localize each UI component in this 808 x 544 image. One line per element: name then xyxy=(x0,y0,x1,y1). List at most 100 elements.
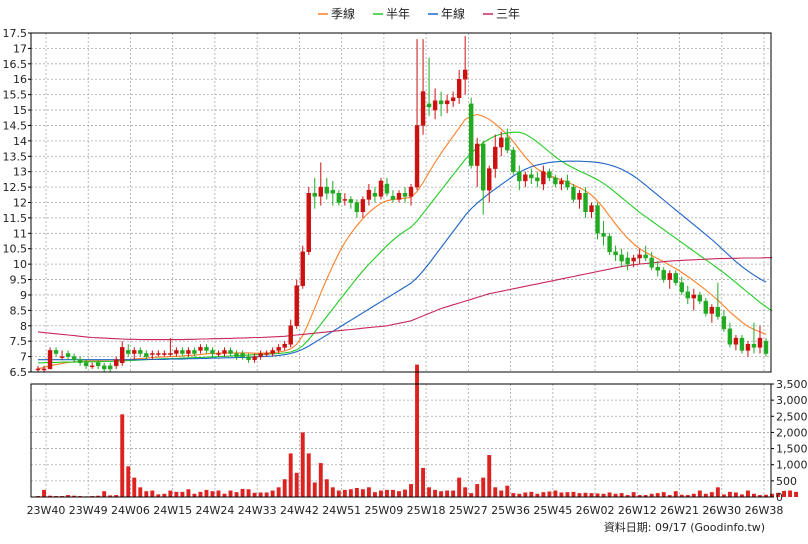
x-tick-label: 26W21 xyxy=(660,504,699,517)
volume-bar xyxy=(126,466,131,497)
volume-bar xyxy=(258,492,263,497)
volume-bar xyxy=(505,485,510,497)
candle-body xyxy=(168,353,173,355)
candle-body xyxy=(631,257,636,262)
price-tick-label: 7.5 xyxy=(10,335,28,348)
volume-bar xyxy=(481,477,486,497)
price-tick-label: 11 xyxy=(13,227,27,240)
candle-body xyxy=(643,254,648,259)
candle-body xyxy=(300,251,305,286)
candle-body xyxy=(198,347,203,351)
candle-body xyxy=(565,180,570,188)
candle-body xyxy=(595,205,600,234)
volume-bar xyxy=(679,494,684,497)
candle-body xyxy=(53,350,59,354)
candle-body xyxy=(529,174,534,179)
candlesticks xyxy=(35,36,769,372)
volume-bar xyxy=(96,495,101,497)
candle-body xyxy=(77,359,83,364)
volume-bar xyxy=(583,492,588,497)
candle-body xyxy=(625,257,630,265)
candle-body xyxy=(757,337,763,348)
candle-body xyxy=(41,368,47,371)
volume-tick-label: 2,000 xyxy=(776,426,808,439)
volume-bar xyxy=(752,493,756,497)
volume-bar xyxy=(150,490,155,497)
volume-bar xyxy=(282,479,287,497)
candle-body xyxy=(288,325,293,345)
volume-bar xyxy=(631,492,636,497)
candle-body xyxy=(763,340,769,354)
volume-bar xyxy=(144,491,149,497)
candle-body xyxy=(390,196,396,200)
candle-body xyxy=(372,193,378,197)
volume-bar xyxy=(204,489,209,497)
candle-body xyxy=(637,254,642,259)
volume-bar xyxy=(709,492,714,497)
candle-body xyxy=(384,183,390,194)
volume-grid xyxy=(31,383,771,498)
x-tick-label: 25W18 xyxy=(407,504,446,517)
price-tick-label: 12 xyxy=(13,197,27,210)
candle-body xyxy=(306,193,311,253)
volume-bar xyxy=(601,493,606,497)
price-tick-label: 12.5 xyxy=(3,181,28,194)
price-tick-label: 16.5 xyxy=(3,58,28,71)
volume-tick-label: 0 xyxy=(776,491,783,504)
legend-label: 半年 xyxy=(386,7,410,21)
volume-bar xyxy=(739,494,744,497)
volume-bar xyxy=(403,489,407,497)
volume-bar xyxy=(595,493,600,497)
legend-label: 季線 xyxy=(331,6,355,21)
volume-bar xyxy=(216,490,221,497)
volume-bar xyxy=(391,489,395,497)
candle-body xyxy=(144,353,149,357)
volume-bar xyxy=(270,490,275,497)
volume-bar xyxy=(409,484,413,497)
volume-bar xyxy=(168,490,173,497)
candle-body xyxy=(222,350,227,354)
price-tick-label: 7 xyxy=(20,351,27,364)
volume-bar xyxy=(511,493,516,497)
volume-bar xyxy=(102,491,107,497)
volume-bar xyxy=(324,479,329,497)
volume-bar xyxy=(180,491,185,497)
volume-bar xyxy=(312,482,317,497)
volume-axis: 0 500 1,000 1,500 2,000 2,500 3,000 3,500 xyxy=(771,378,808,504)
volume-bars xyxy=(36,364,799,497)
volume-bar xyxy=(318,463,323,497)
candle-body xyxy=(709,307,715,314)
candle-body xyxy=(65,353,71,357)
volume-bar xyxy=(589,493,594,497)
candle-body xyxy=(691,294,697,299)
volume-bar xyxy=(427,487,432,497)
candle-body xyxy=(438,100,444,105)
volume-bar xyxy=(186,489,191,497)
volume-bar xyxy=(619,493,624,497)
volume-bar xyxy=(493,487,498,497)
volume-bar xyxy=(655,493,660,497)
ma-line-2 xyxy=(38,160,767,361)
volume-bar xyxy=(48,495,52,497)
candle-body xyxy=(583,193,588,212)
candle-body xyxy=(505,137,510,151)
volume-bar xyxy=(487,455,492,497)
volume-bar xyxy=(42,489,46,497)
price-grid xyxy=(31,32,771,373)
volume-bar xyxy=(114,495,119,497)
volume-bar xyxy=(553,490,558,497)
candle-body xyxy=(120,347,125,364)
x-tick-label: 26W38 xyxy=(745,504,784,517)
volume-bar xyxy=(697,490,702,497)
candle-body xyxy=(95,362,101,367)
candle-body xyxy=(523,174,528,182)
volume-bar xyxy=(577,493,582,497)
candle-body xyxy=(264,353,269,355)
volume-bar xyxy=(192,493,197,497)
volume-bar xyxy=(764,494,768,497)
price-tick-label: 13 xyxy=(13,166,27,179)
candle-body xyxy=(661,270,666,280)
volume-bar xyxy=(222,493,227,497)
volume-bar xyxy=(703,493,708,497)
candle-body xyxy=(246,356,251,360)
